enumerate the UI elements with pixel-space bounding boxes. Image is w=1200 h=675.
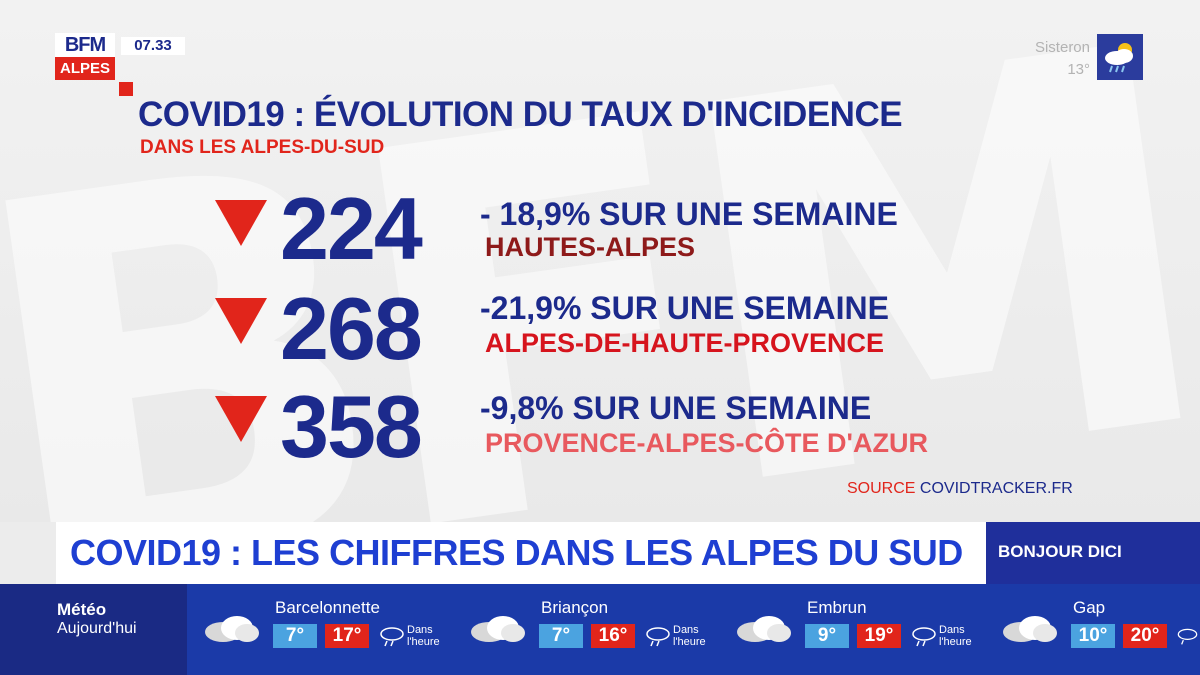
rain-note: Dans l'heure [407,624,440,648]
sun-cloud-rain-icon [1097,34,1143,80]
rain-cloud-icon [1177,628,1198,645]
weather-strip-subtitle: Aujourd'hui [57,620,137,637]
down-arrow-icon [215,200,267,246]
weekly-change: - 18,9% SUR UNE SEMAINE [480,196,898,232]
down-arrow-icon [215,298,267,344]
weather-card: Embrun 9° 19° Dans l'heure [719,584,985,675]
channel-logo: BFM ALPES [55,33,115,81]
accent-square [119,82,133,96]
area-name: HAUTES-ALPES [485,232,696,262]
rain-cloud-icon [380,627,404,647]
weather-city-name: Briançon [541,598,609,617]
temp-max: 20° [1123,624,1167,648]
temp-max: 17° [325,624,369,648]
temp-max: 19° [857,624,901,648]
stat-row: 224 - 18,9% SUR UNE SEMAINE HAUTES-ALPES [0,184,1200,290]
rain-cloud-icon [912,627,936,647]
weather-strip-label: Météo Aujourd'hui [0,584,187,675]
program-badge: BONJOUR DICI [986,522,1200,584]
cloud-icon [471,616,525,642]
incidence-value: 224 [280,179,423,278]
temp-min: 7° [273,624,317,648]
source-credit: SOURCE COVIDTRACKER.FR [847,480,1073,498]
incidence-value: 268 [280,279,423,378]
temp-min: 9° [805,624,849,648]
cloud-icon [1003,616,1057,642]
program-name: BONJOUR DICI [998,542,1122,561]
weekly-change: -9,8% SUR UNE SEMAINE [480,390,872,426]
weather-city-name: Embrun [807,598,867,617]
weather-card: Gap 10° 20° [985,584,1200,675]
stat-row: 268 -21,9% SUR UNE SEMAINE ALPES-DE-HAUT… [0,284,1200,390]
weather-strip-title: Météo [57,600,107,619]
stat-row: 358 -9,8% SUR UNE SEMAINE PROVENCE-ALPES… [0,382,1200,488]
weather-strip: Météo Aujourd'hui Barcelonnette 7° 17° D… [0,584,1200,675]
cloud-icon [737,616,791,642]
weather-city: Sisteron [1034,39,1090,56]
ticker-band [56,522,986,584]
rain-note: Dans l'heure [939,624,972,648]
area-name: PROVENCE-ALPES-CÔTE D'AZUR [485,428,928,458]
weather-temp: 13° [1067,61,1090,78]
source-value: COVIDTRACKER.FR [919,480,1073,497]
rain-cloud-icon [646,627,670,647]
area-name: ALPES-DE-HAUTE-PROVENCE [485,328,885,358]
down-arrow-icon [215,396,267,442]
temp-max: 16° [591,624,635,648]
temp-min: 7° [539,624,583,648]
weather-city-name: Barcelonnette [275,598,380,617]
ticker-headline: COVID19 : LES CHIFFRES DANS LES ALPES DU… [70,532,963,573]
temp-min: 10° [1071,624,1115,648]
background: BFM [0,0,1200,522]
logo-top: BFM [55,33,115,57]
page-title: COVID19 : ÉVOLUTION DU TAUX D'INCIDENCE [138,95,903,134]
weather-card: Briançon 7° 16° Dans l'heure [453,584,719,675]
cloud-icon [205,616,259,642]
page-subtitle: DANS LES ALPES-DU-SUD [140,137,385,158]
incidence-value: 358 [280,377,423,476]
clock: 07.33 [121,37,185,55]
source-label: SOURCE [847,480,916,497]
weather-city-name: Gap [1073,598,1106,617]
rain-note: Dans l'heure [673,624,706,648]
weather-card: Barcelonnette 7° 17° Dans l'heure [187,584,453,675]
weekly-change: -21,9% SUR UNE SEMAINE [480,290,889,326]
logo-bottom: ALPES [55,57,115,80]
